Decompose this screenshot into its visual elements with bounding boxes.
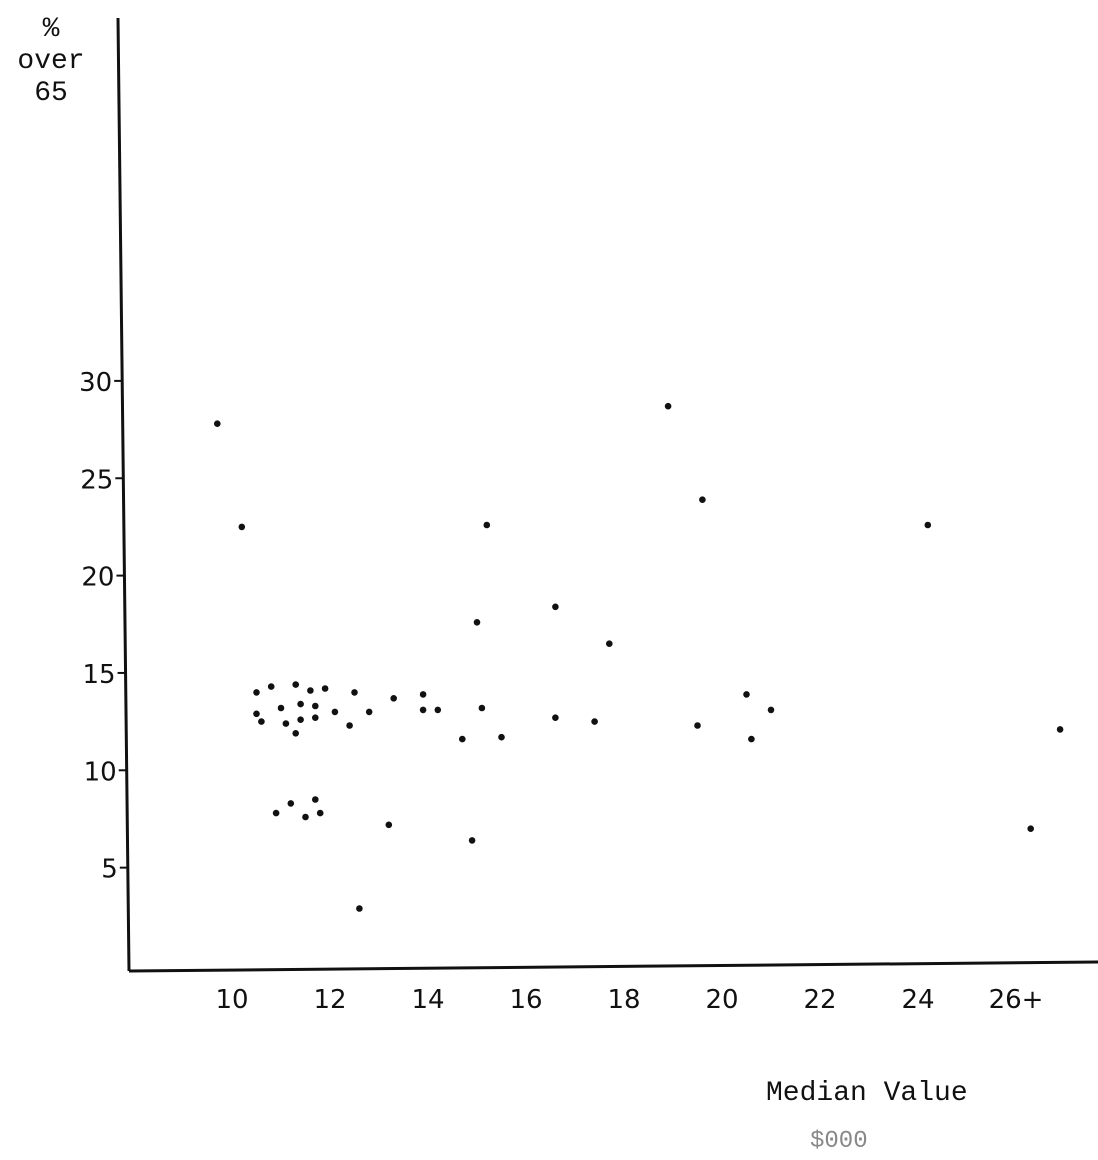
data-point <box>258 718 265 725</box>
y-axis-label-line-3: 65 <box>34 78 68 109</box>
data-point <box>365 708 373 716</box>
data-point <box>272 809 280 817</box>
y-tick-label: 10 <box>84 757 117 787</box>
data-point <box>743 691 750 698</box>
data-point <box>238 523 246 531</box>
y-tick-label: 5 <box>101 855 118 885</box>
data-point <box>748 735 755 743</box>
data-point <box>552 714 559 721</box>
axes <box>116 17 1098 973</box>
data-point <box>312 796 319 803</box>
y-tick-label: 20 <box>81 563 114 593</box>
y-tick-label: 25 <box>80 465 113 495</box>
x-tick-label: 14 <box>411 985 444 1015</box>
x-axis-unit: $000 <box>810 1128 868 1155</box>
data-point <box>282 720 290 727</box>
data-point <box>297 716 304 723</box>
data-point <box>606 640 613 647</box>
x-tick-label: 24 <box>901 985 934 1015</box>
data-point <box>483 521 491 529</box>
data-point <box>214 420 221 428</box>
data-point <box>292 730 300 737</box>
x-tick-label: 16 <box>509 985 542 1015</box>
data-point <box>297 700 304 708</box>
data-point <box>316 809 324 817</box>
data-point <box>351 689 358 696</box>
data-point <box>664 402 672 410</box>
data-point <box>277 704 285 712</box>
y-axis-label-line-2: over <box>17 46 85 77</box>
data-point <box>390 695 398 702</box>
x-axis-title: Median Value <box>766 1078 968 1109</box>
data-point <box>331 708 339 716</box>
data-point <box>434 706 442 714</box>
data-point <box>498 733 505 741</box>
data-point <box>924 521 932 529</box>
y-axis-line <box>116 17 131 972</box>
data-point <box>312 714 319 721</box>
y-tick-label: 15 <box>82 660 115 690</box>
data-point <box>1056 726 1064 733</box>
data-point <box>292 681 300 688</box>
x-axis-line <box>128 960 1098 973</box>
x-tick-label: 26+ <box>989 985 1044 1015</box>
data-point <box>253 689 260 696</box>
data-point <box>1027 825 1034 832</box>
data-point <box>307 687 314 694</box>
x-tick-label: 12 <box>313 985 346 1015</box>
x-tick-label: 10 <box>215 985 248 1015</box>
data-point <box>699 496 706 504</box>
data-point <box>459 735 466 743</box>
x-tick-label: 20 <box>705 985 738 1015</box>
x-tick-label: 18 <box>607 985 640 1015</box>
data-point <box>478 704 486 712</box>
data-point <box>419 706 427 714</box>
y-axis-label-line-1: % <box>42 14 60 45</box>
data-point <box>694 722 701 729</box>
data-point <box>356 905 363 912</box>
x-tick-label: 22 <box>803 985 836 1015</box>
x-ticks: 10 12 14 16 18 20 22 24 26+ <box>215 985 1043 1015</box>
data-points <box>214 402 1064 912</box>
y-ticks: 5 10 15 20 25 30 <box>79 368 128 885</box>
data-point <box>321 685 329 692</box>
data-point <box>419 691 427 698</box>
data-point <box>591 718 598 725</box>
data-point <box>302 813 309 821</box>
data-point <box>468 837 476 844</box>
data-point <box>767 706 775 714</box>
data-point <box>552 603 559 611</box>
data-point <box>287 800 295 807</box>
data-point <box>312 702 319 710</box>
data-point <box>346 722 353 729</box>
data-point <box>473 619 481 626</box>
data-point <box>267 683 275 690</box>
data-point <box>253 710 260 718</box>
data-point <box>385 821 393 829</box>
y-tick-label: 30 <box>79 368 112 398</box>
